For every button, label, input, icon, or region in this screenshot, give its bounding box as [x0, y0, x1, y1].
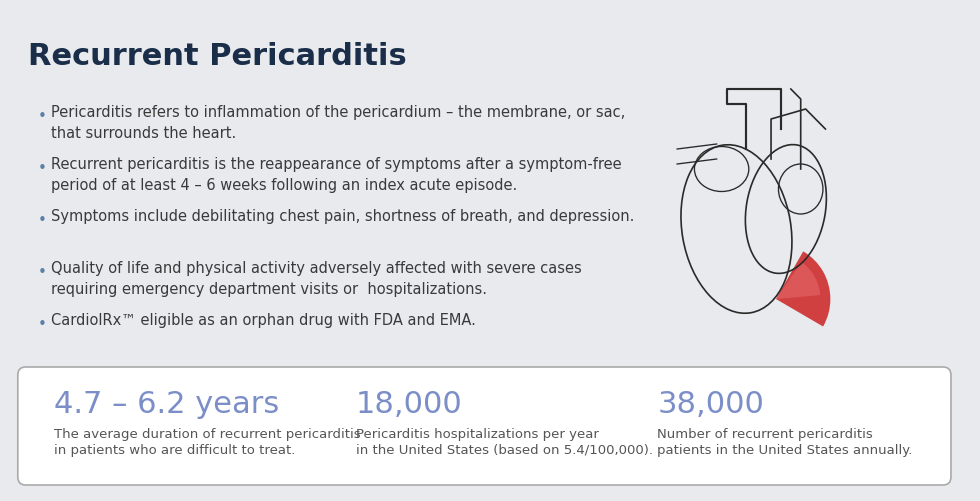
- Text: The average duration of recurrent pericarditis: The average duration of recurrent perica…: [54, 427, 361, 440]
- Text: Pericarditis refers to inflammation of the pericardium – the membrane, or sac,
t: Pericarditis refers to inflammation of t…: [51, 105, 625, 141]
- Text: 18,000: 18,000: [356, 389, 463, 418]
- Text: Recurrent pericarditis is the reappearance of symptoms after a symptom-free
peri: Recurrent pericarditis is the reappearan…: [51, 157, 622, 192]
- Text: Pericarditis hospitalizations per year: Pericarditis hospitalizations per year: [356, 427, 599, 440]
- Text: 38,000: 38,000: [658, 389, 764, 418]
- Text: CardiolRx™ eligible as an orphan drug with FDA and EMA.: CardiolRx™ eligible as an orphan drug wi…: [51, 313, 476, 327]
- Text: •: •: [37, 109, 46, 124]
- Text: Symptoms include debilitating chest pain, shortness of breath, and depression.: Symptoms include debilitating chest pain…: [51, 208, 635, 223]
- Wedge shape: [776, 252, 830, 300]
- Wedge shape: [776, 263, 820, 300]
- Text: 4.7 – 6.2 years: 4.7 – 6.2 years: [54, 389, 279, 418]
- Text: •: •: [37, 265, 46, 280]
- Text: •: •: [37, 212, 46, 227]
- Text: Number of recurrent pericarditis: Number of recurrent pericarditis: [658, 427, 873, 440]
- Text: Quality of life and physical activity adversely affected with severe cases
requi: Quality of life and physical activity ad…: [51, 261, 582, 297]
- Text: •: •: [37, 161, 46, 176]
- Text: Recurrent Pericarditis: Recurrent Pericarditis: [27, 42, 407, 71]
- Text: in patients who are difficult to treat.: in patients who are difficult to treat.: [54, 443, 296, 456]
- Text: in the United States (based on 5.4/100,000).: in the United States (based on 5.4/100,0…: [356, 443, 653, 456]
- Text: •: •: [37, 316, 46, 331]
- Text: patients in the United States annually.: patients in the United States annually.: [658, 443, 912, 456]
- FancyBboxPatch shape: [18, 367, 951, 485]
- Wedge shape: [776, 300, 830, 327]
